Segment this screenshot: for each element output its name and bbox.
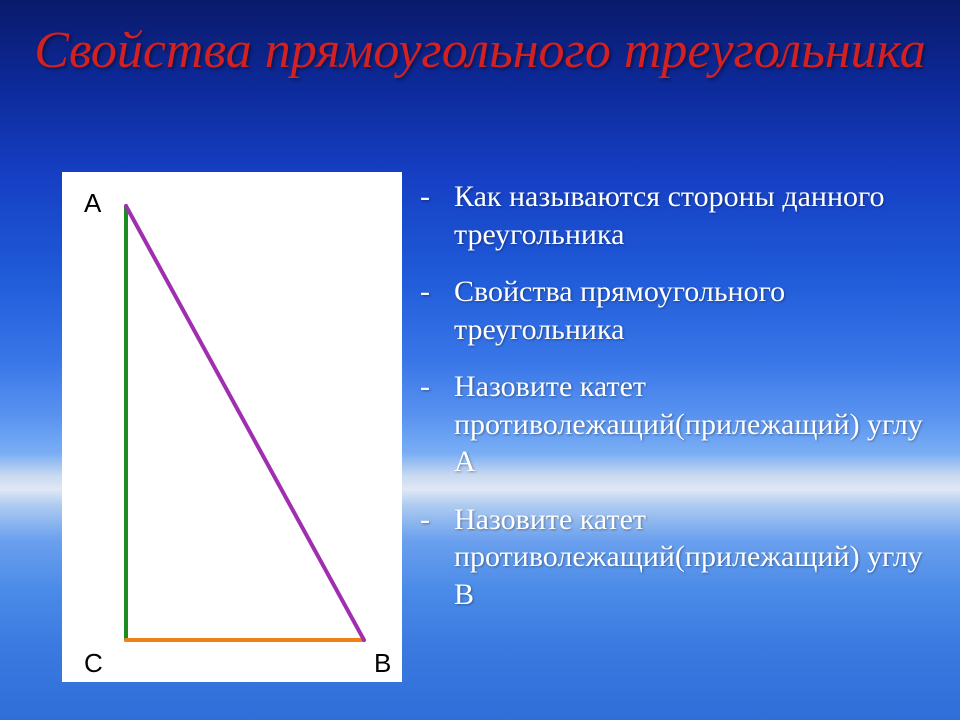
bullet-marker: - <box>420 501 454 539</box>
bullet-item: -Назовите катет противолежащий(прилежащи… <box>420 501 940 614</box>
bullet-list: -Как называются стороны данного треуголь… <box>420 178 940 633</box>
bullet-marker: - <box>420 273 454 311</box>
bullet-text: Свойства прямоугольного треугольника <box>454 275 785 346</box>
bullet-marker: - <box>420 368 454 406</box>
bullet-text: Назовите катет противолежащий(прилежащий… <box>454 370 923 478</box>
vertex-label-A: A <box>84 188 102 218</box>
bullet-item: -Свойства прямоугольного треугольника <box>420 273 940 348</box>
hypotenuse-AB <box>126 206 364 640</box>
bullet-item: -Назовите катет противолежащий(прилежащи… <box>420 368 940 481</box>
bullet-item: -Как называются стороны данного треуголь… <box>420 178 940 253</box>
bullet-text: Как называются стороны данного треугольн… <box>454 180 885 251</box>
vertex-label-B: B <box>374 648 391 678</box>
triangle-figure: A C B <box>62 172 402 682</box>
triangle-svg: A C B <box>62 172 402 682</box>
slide-title: Свойства прямоугольного треугольника <box>0 22 960 79</box>
vertex-label-C: C <box>84 648 103 678</box>
slide: Свойства прямоугольного треугольника A C B… <box>0 0 960 720</box>
bullet-marker: - <box>420 178 454 216</box>
bullet-text: Назовите катет противолежащий(прилежащий… <box>454 503 923 611</box>
